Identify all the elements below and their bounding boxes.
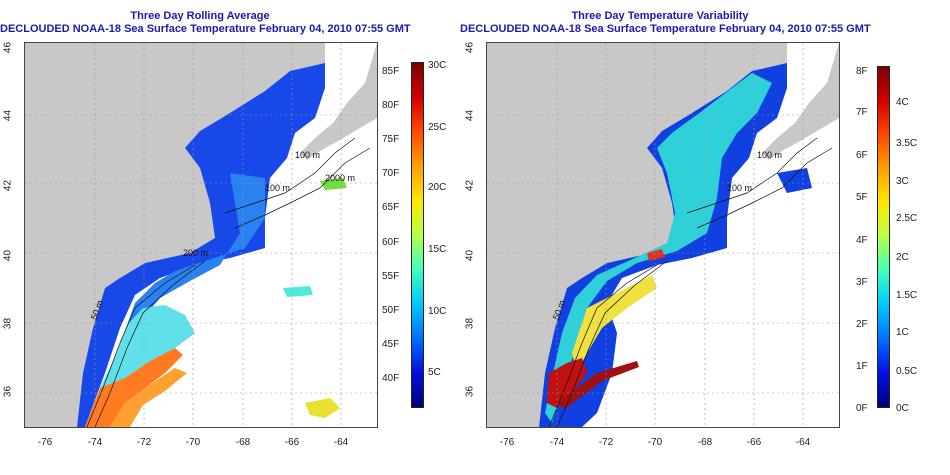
var-mid-region <box>545 73 772 423</box>
var-peak-band <box>557 361 639 409</box>
x-tick: -76 <box>499 437 515 448</box>
isobath-label: 2000 m <box>325 173 356 183</box>
x-tick: -70 <box>185 437 201 448</box>
colorbar-f-label: 0F <box>856 403 868 414</box>
colorbar-c-label: 0C <box>896 403 909 414</box>
left-colorbar <box>411 62 424 408</box>
colorbar-c-label: 30C <box>428 60 447 71</box>
y-tick: 46 <box>2 41 14 54</box>
x-tick: -68 <box>697 437 713 448</box>
y-tick: 40 <box>464 249 476 262</box>
sst-mid-region <box>117 173 265 353</box>
colorbar-f-label: 50F <box>382 305 400 316</box>
var-patch <box>777 168 812 193</box>
sst-warm-yellow <box>305 398 340 418</box>
x-tick: -74 <box>87 437 103 448</box>
colorbar-c-label: 3.5C <box>896 138 918 149</box>
x-tick: -72 <box>598 437 614 448</box>
x-tick: -76 <box>37 437 53 448</box>
left-map-canvas <box>25 43 377 427</box>
right-map: 100 m 100 m 50 m <box>486 42 840 428</box>
isobath-label: 100 m <box>757 150 783 160</box>
y-tick: 44 <box>2 109 14 122</box>
x-tick: -64 <box>333 437 349 448</box>
y-tick: 44 <box>464 109 476 122</box>
y-tick: 38 <box>464 317 476 330</box>
y-tick: 42 <box>464 179 476 192</box>
land-mass <box>25 43 325 427</box>
colorbar-c-label: 1C <box>896 327 909 338</box>
colorbar-f-label: 40F <box>382 373 400 384</box>
right-colorbar <box>877 66 890 408</box>
colorbar-f-label: 55F <box>382 271 400 282</box>
x-tick: -64 <box>795 437 811 448</box>
x-tick: -72 <box>136 437 152 448</box>
colorbar-c-label: 20C <box>428 182 447 193</box>
colorbar-c-label: 3C <box>896 176 909 187</box>
right-map-canvas <box>487 43 839 427</box>
y-tick: 42 <box>2 179 14 192</box>
right-title-line1: Three Day Temperature Variability <box>571 10 749 22</box>
var-high-region <box>572 275 657 373</box>
colorbar-c-label: 15C <box>428 244 447 255</box>
colorbar-f-label: 6F <box>856 150 868 161</box>
colorbar-c-label: 2C <box>896 252 909 263</box>
sst-cyan-patch <box>283 286 313 297</box>
left-title-line1: Three Day Rolling Average <box>130 10 270 22</box>
colorbar-f-label: 3F <box>856 277 868 288</box>
y-tick: 46 <box>464 41 476 54</box>
colorbar-f-label: 75F <box>382 134 400 145</box>
x-tick: -66 <box>746 437 762 448</box>
y-tick: 36 <box>2 385 14 398</box>
colorbar-f-label: 4F <box>856 235 868 246</box>
right-title-line2: DECLOUDED NOAA-18 Sea Surface Temperatur… <box>460 23 871 35</box>
colorbar-c-label: 2.5C <box>896 213 918 224</box>
isobath-label: 100 m <box>295 150 321 160</box>
colorbar-c-label: 4C <box>896 97 909 108</box>
colorbar-f-label: 70F <box>382 168 400 179</box>
colorbar-c-label: 25C <box>428 122 447 133</box>
y-tick: 36 <box>464 385 476 398</box>
sst-warm-orange <box>110 368 187 427</box>
colorbar-f-label: 60F <box>382 237 400 248</box>
left-map: 100 m 2000 m 100 m 200 m 50 m <box>24 42 378 428</box>
colorbar-c-label: 10C <box>428 306 447 317</box>
var-low-region <box>539 63 787 427</box>
colorbar-c-label: 1.5C <box>896 290 918 301</box>
grid-lines <box>487 43 839 427</box>
colorbar-c-label: 0.5C <box>896 366 918 377</box>
colorbar-f-label: 85F <box>382 66 400 77</box>
isobath-lines <box>548 137 833 427</box>
y-tick: 40 <box>2 249 14 262</box>
x-tick: -74 <box>549 437 565 448</box>
grid-lines <box>25 43 377 427</box>
y-tick: 38 <box>2 317 14 330</box>
isobath-label: 100 m <box>727 183 753 193</box>
colorbar-f-label: 7F <box>856 107 868 118</box>
land-nova-scotia <box>300 43 377 160</box>
x-tick: -70 <box>647 437 663 448</box>
colorbar-f-label: 8F <box>856 66 868 77</box>
colorbar-f-label: 5F <box>856 192 868 203</box>
colorbar-f-label: 2F <box>856 319 868 330</box>
land-nova-scotia <box>762 43 839 160</box>
x-tick: -68 <box>235 437 251 448</box>
colorbar-f-label: 45F <box>382 339 400 350</box>
var-hotspot <box>647 249 665 261</box>
colorbar-f-label: 80F <box>382 100 400 111</box>
sst-cold-region <box>77 63 325 427</box>
isobath-label: 200 m <box>183 248 209 258</box>
colorbar-f-label: 65F <box>382 202 400 213</box>
colorbar-c-label: 5C <box>428 367 441 378</box>
sst-gulf-stream <box>85 348 183 427</box>
x-tick: -66 <box>284 437 300 448</box>
left-title-line2: DECLOUDED NOAA-18 Sea Surface Temperatur… <box>0 23 411 35</box>
land-mass <box>487 43 787 427</box>
isobath-label: 100 m <box>265 183 291 193</box>
colorbar-f-label: 1F <box>856 361 868 372</box>
